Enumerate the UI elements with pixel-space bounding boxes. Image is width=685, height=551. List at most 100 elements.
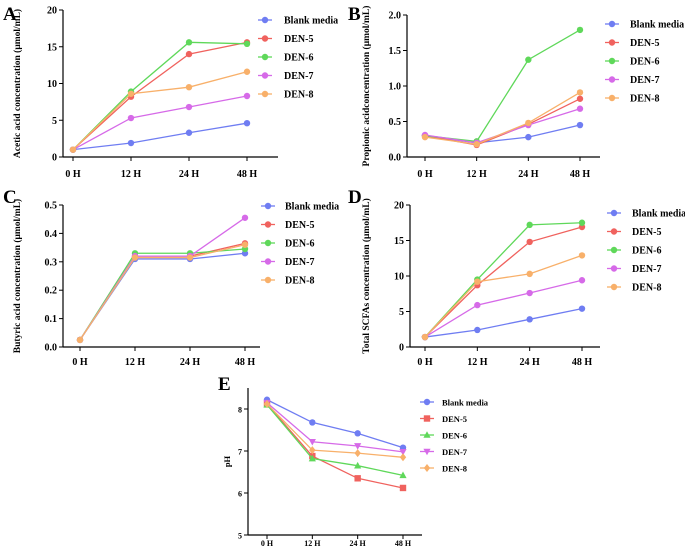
data-point xyxy=(243,40,251,48)
legend-label: Blank media xyxy=(284,16,338,27)
legend-label: DEN-6 xyxy=(630,57,659,68)
series-line xyxy=(79,217,246,341)
legend-entry: DEN-6 xyxy=(420,431,467,441)
series-den-7 xyxy=(421,277,586,341)
data-point xyxy=(474,326,481,334)
x-tick-label: 48 H xyxy=(395,539,412,548)
data-point xyxy=(354,461,362,469)
panel-letter: A xyxy=(3,4,17,25)
legend-entry: DEN-7 xyxy=(420,447,468,457)
legend-entry: DEN-8 xyxy=(420,464,467,474)
series-line xyxy=(424,254,583,338)
data-point xyxy=(578,252,586,259)
data-point xyxy=(578,277,586,284)
data-point xyxy=(421,333,429,341)
legend-entry: DEN-7 xyxy=(607,264,661,275)
legend-label: DEN-6 xyxy=(632,246,661,257)
data-point xyxy=(526,289,533,297)
series-den-8 xyxy=(421,252,586,341)
series-blank-media xyxy=(76,250,249,344)
data-point xyxy=(354,475,361,482)
legend-entry: Blank media xyxy=(605,20,684,31)
series-line xyxy=(79,248,246,341)
legend: Blank media DEN-5 DEN-6 DEN-7 DEN-8 xyxy=(420,398,489,474)
data-point xyxy=(576,26,584,34)
y-tick-label: 0.0 xyxy=(45,343,58,354)
x-tick-label: 24 H xyxy=(180,357,201,368)
legend-label: DEN-7 xyxy=(285,257,314,268)
legend-label: Blank media xyxy=(632,209,685,220)
legend-entry: DEN-6 xyxy=(258,53,313,64)
series-den-6 xyxy=(76,245,249,344)
legend-entry: Blank media xyxy=(258,16,338,27)
data-point xyxy=(127,139,135,147)
legend-marker xyxy=(261,35,269,42)
data-point xyxy=(526,221,533,229)
legend-marker xyxy=(608,76,616,83)
legend-label: DEN-8 xyxy=(285,276,314,287)
legend-marker xyxy=(264,276,272,284)
series-den-5 xyxy=(263,400,407,492)
y-tick-label: 0 xyxy=(52,153,57,164)
series-line xyxy=(424,29,581,143)
data-point xyxy=(309,419,316,426)
legend-entry: DEN-8 xyxy=(261,276,314,287)
legend: Blank media DEN-5 DEN-6 DEN-7 DEN-8 xyxy=(261,202,339,287)
y-tick-label: 10 xyxy=(47,79,57,90)
data-point xyxy=(185,83,193,91)
legend-label: DEN-6 xyxy=(285,239,314,250)
data-point xyxy=(473,141,480,148)
y-tick-label: 6 xyxy=(238,490,242,499)
data-point xyxy=(354,449,361,458)
legend-marker xyxy=(261,72,269,79)
y-tick-label: 15 xyxy=(394,236,404,247)
x-tick-label: 24 H xyxy=(518,169,539,180)
x-tick-label: 12 H xyxy=(121,169,142,180)
legend-marker xyxy=(423,431,431,438)
y-tick-label: 2.0 xyxy=(389,11,402,22)
data-point xyxy=(185,50,193,58)
legend-entry: DEN-6 xyxy=(261,239,314,250)
y-tick-label: 1.5 xyxy=(389,46,402,57)
data-point xyxy=(421,133,429,141)
legend-label: DEN-7 xyxy=(284,71,313,82)
series-line xyxy=(72,71,248,151)
series-den-7 xyxy=(76,214,249,344)
data-point xyxy=(576,89,584,96)
y-tick-label: 8 xyxy=(238,406,242,415)
series-line xyxy=(266,403,404,489)
y-axis-label: Total SCFAs concentration (μmol/mL) xyxy=(361,198,372,354)
y-tick-label: 0.1 xyxy=(45,314,58,325)
data-point xyxy=(185,103,193,111)
series-den-8 xyxy=(76,241,249,344)
data-point xyxy=(578,305,586,312)
chart-panel-c: C 0.0 0.1 0.2 0.3 0.4 0.5 0 H 12 H 24 H 48 H Butyri… xyxy=(3,187,339,368)
legend-entry: DEN-6 xyxy=(605,57,659,68)
y-tick-label: 5 xyxy=(52,116,57,127)
legend-label: DEN-7 xyxy=(632,264,661,275)
data-point xyxy=(526,270,533,278)
series-line xyxy=(79,252,246,341)
data-point xyxy=(474,278,481,285)
data-point xyxy=(526,316,533,323)
y-tick-label: 0 xyxy=(399,343,404,354)
series-den-8 xyxy=(263,399,407,462)
data-point xyxy=(354,430,361,437)
legend-marker xyxy=(423,464,431,472)
legend-entry: DEN-5 xyxy=(261,220,314,231)
y-tick-label: 10 xyxy=(394,272,404,283)
data-point xyxy=(576,121,584,129)
data-point xyxy=(399,484,407,492)
y-tick-label: 1.0 xyxy=(389,82,402,93)
series-line xyxy=(266,402,404,453)
data-point xyxy=(185,39,193,46)
series-line xyxy=(424,222,583,338)
legend: Blank media DEN-5 DEN-6 DEN-7 DEN-8 xyxy=(607,209,685,294)
legend-label: DEN-8 xyxy=(632,283,661,294)
legend-entry: DEN-6 xyxy=(607,246,661,257)
series-den-8 xyxy=(421,89,584,148)
x-tick-label: 12 H xyxy=(467,169,488,180)
legend-marker xyxy=(610,228,618,235)
legend-marker xyxy=(608,57,616,65)
